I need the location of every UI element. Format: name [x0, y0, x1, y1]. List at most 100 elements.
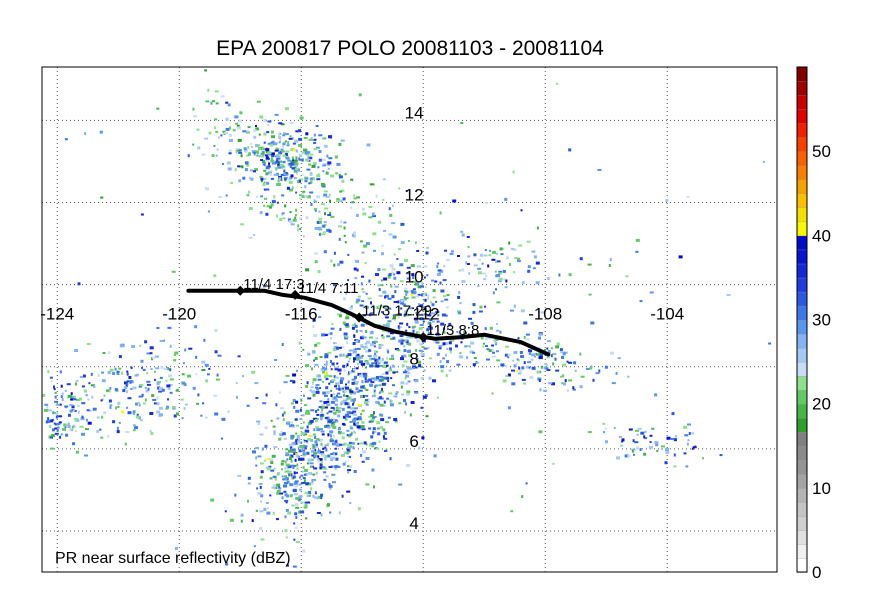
reflectivity-point [566, 360, 569, 363]
reflectivity-point [374, 358, 379, 362]
reflectivity-point [284, 204, 287, 208]
reflectivity-point [373, 485, 375, 489]
reflectivity-point [385, 324, 390, 328]
reflectivity-point [502, 379, 507, 383]
reflectivity-point [338, 237, 341, 241]
reflectivity-point [484, 305, 486, 308]
reflectivity-point [266, 181, 270, 185]
colorbar-tick-label: 0 [812, 563, 821, 582]
reflectivity-point [117, 405, 120, 408]
reflectivity-point [276, 490, 281, 493]
reflectivity-point [299, 445, 304, 449]
reflectivity-point [460, 122, 464, 125]
reflectivity-point [519, 351, 523, 354]
reflectivity-point [568, 361, 573, 364]
reflectivity-point [55, 423, 57, 426]
reflectivity-point [559, 348, 563, 352]
reflectivity-point [400, 241, 405, 244]
reflectivity-point [379, 425, 383, 429]
reflectivity-point [378, 356, 381, 360]
reflectivity-point [315, 426, 320, 429]
reflectivity-point [643, 452, 647, 456]
y-tick-label: 12 [405, 185, 424, 204]
reflectivity-point [275, 160, 280, 164]
reflectivity-point [386, 348, 390, 352]
reflectivity-point [375, 376, 379, 379]
reflectivity-point [307, 352, 311, 356]
reflectivity-point [327, 351, 332, 354]
colorbar-tick-label: 20 [812, 395, 831, 414]
reflectivity-point [68, 413, 71, 417]
reflectivity-point [298, 483, 303, 486]
reflectivity-point [263, 132, 267, 136]
reflectivity-point [383, 431, 387, 435]
reflectivity-point [276, 214, 278, 218]
reflectivity-point [321, 404, 325, 407]
reflectivity-point [314, 448, 317, 452]
reflectivity-point [368, 420, 373, 423]
reflectivity-point [495, 342, 498, 346]
reflectivity-point [555, 345, 560, 349]
reflectivity-point [361, 300, 365, 303]
reflectivity-point [347, 380, 350, 384]
reflectivity-point [201, 360, 206, 364]
reflectivity-point [590, 365, 593, 369]
reflectivity-point [442, 295, 446, 298]
reflectivity-point [344, 418, 348, 421]
reflectivity-point [306, 429, 310, 433]
reflectivity-point [153, 402, 158, 405]
reflectivity-point [225, 194, 228, 197]
reflectivity-point [322, 366, 325, 370]
reflectivity-point [632, 439, 635, 443]
reflectivity-point [375, 384, 378, 387]
reflectivity-point [299, 488, 302, 491]
reflectivity-point [309, 157, 313, 160]
reflectivity-point [255, 150, 259, 154]
reflectivity-point [367, 398, 370, 401]
reflectivity-point [356, 268, 359, 272]
reflectivity-point [324, 406, 328, 409]
reflectivity-point [57, 426, 60, 429]
reflectivity-point [295, 191, 298, 194]
reflectivity-point [329, 135, 332, 139]
reflectivity-point [338, 387, 342, 391]
reflectivity-point [387, 416, 391, 419]
reflectivity-point [331, 422, 334, 425]
reflectivity-point [421, 313, 424, 316]
reflectivity-point [90, 372, 93, 376]
reflectivity-point [298, 510, 302, 514]
reflectivity-point [61, 397, 64, 401]
reflectivity-point [373, 354, 378, 358]
reflectivity-point [361, 288, 364, 291]
reflectivity-point [353, 470, 357, 473]
reflectivity-point [466, 356, 469, 360]
reflectivity-point [306, 494, 310, 497]
reflectivity-point [323, 231, 327, 234]
reflectivity-point [283, 169, 286, 173]
reflectivity-point [318, 158, 322, 162]
reflectivity-point [100, 436, 104, 439]
reflectivity-point [200, 414, 203, 417]
reflectivity-point [574, 369, 577, 372]
reflectivity-point [365, 330, 368, 333]
reflectivity-point [343, 393, 346, 397]
reflectivity-point [345, 395, 349, 397]
reflectivity-point [421, 355, 425, 357]
reflectivity-point [407, 380, 411, 383]
reflectivity-point [422, 395, 427, 399]
reflectivity-point [378, 364, 383, 367]
reflectivity-point [300, 510, 305, 514]
reflectivity-point [351, 326, 355, 330]
reflectivity-point [719, 454, 723, 457]
reflectivity-point [543, 389, 548, 392]
reflectivity-point [283, 381, 288, 384]
reflectivity-point [579, 352, 582, 356]
reflectivity-point [361, 380, 364, 384]
reflectivity-point [344, 173, 347, 176]
reflectivity-point [295, 506, 300, 509]
reflectivity-point [449, 350, 452, 354]
reflectivity-point [381, 387, 383, 391]
reflectivity-point [295, 516, 298, 519]
reflectivity-point [280, 150, 285, 153]
reflectivity-point [528, 349, 533, 353]
